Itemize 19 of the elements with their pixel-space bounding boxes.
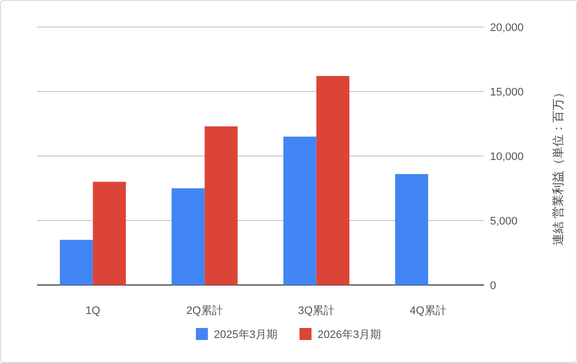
x-tick-label: 2Q累計 bbox=[186, 304, 223, 317]
legend-label: 2026年3月期 bbox=[318, 329, 382, 341]
y-tick-label: 15,000 bbox=[490, 86, 524, 98]
legend-label: 2025年3月期 bbox=[214, 329, 278, 341]
x-tick-label: 3Q累計 bbox=[298, 304, 335, 317]
y-tick-label: 10,000 bbox=[490, 151, 524, 163]
bar bbox=[316, 76, 350, 285]
x-tick-label: 4Q累計 bbox=[410, 304, 446, 317]
bar bbox=[283, 136, 316, 285]
bar bbox=[60, 240, 93, 285]
bar bbox=[395, 174, 428, 285]
x-tick-label: 1Q bbox=[86, 305, 101, 317]
y-axis-title: 連結 営業利益（単位：百万） bbox=[551, 86, 565, 246]
y-tick-label: 20,000 bbox=[490, 22, 524, 34]
bar bbox=[172, 188, 205, 285]
y-tick-label: 0 bbox=[490, 280, 496, 292]
bar bbox=[204, 126, 238, 285]
bar bbox=[92, 182, 126, 285]
y-tick-label: 5,000 bbox=[490, 216, 518, 228]
